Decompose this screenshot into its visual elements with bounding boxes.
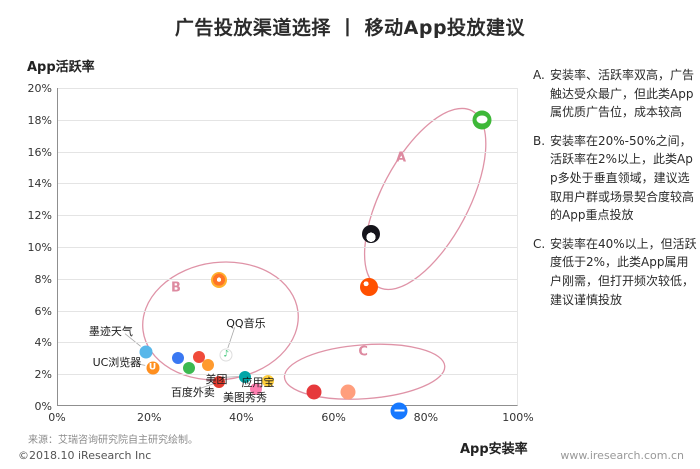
app-label: UC浏览器: [92, 356, 142, 370]
zone-ellipse-A: [363, 107, 487, 291]
copyright: ©2018.10 iResearch Inc: [18, 449, 152, 462]
app-label: 墨迹天气: [88, 324, 133, 338]
gridline: [58, 88, 517, 89]
baidu-waimai-icon: [213, 376, 226, 389]
annotation-panel: A. 安装率、活跃率双高，广告触达受众最广，但此类App属优质广告位，成本较高 B.…: [533, 66, 697, 319]
y-axis-ticks: 20% 18% 16% 14% 12% 10% 8% 6% 4% 2% 0%: [12, 82, 52, 413]
annotation-prefix: C.: [533, 236, 546, 251]
zone-label-A: A: [395, 150, 406, 166]
yingyongbao-icon: [261, 374, 274, 387]
annotation-prefix: A.: [533, 68, 545, 82]
app-red-2-icon: [306, 384, 322, 400]
y-tick-label: 2%: [34, 368, 52, 382]
gridline: [58, 151, 517, 153]
y-axis-title: App活跃率: [27, 60, 95, 75]
annotation-text: 安装率在20%-50%之间，活跃率在2%以上，此类App多处于垂直领域，建议选取…: [550, 133, 695, 223]
meituan-icon: [238, 371, 251, 384]
wechat-icon: [472, 110, 492, 130]
annotation-item-B: B. 安装率在20%-50%之间，活跃率在2%以上，此类App多处于垂直领域，建议…: [533, 132, 697, 225]
meitu-xiuxiu-icon: [250, 382, 263, 395]
y-tick-label: 4%: [34, 336, 52, 350]
label-leader-line: [124, 333, 141, 347]
app-blue-icon: [171, 352, 184, 365]
app-peach-icon: [340, 384, 356, 400]
gridline: [58, 215, 517, 217]
scatter-plot-area: A B C U ♪ 墨迹天气 UC浏览器 QQ音乐美团 应用宝百度外卖 美图秀秀: [57, 88, 518, 420]
label-leader-line: [227, 327, 236, 349]
y-tick-label: 16%: [27, 145, 52, 159]
gridline: [58, 119, 517, 121]
annotation-prefix: B.: [533, 133, 546, 148]
gridline: [58, 278, 517, 280]
y-tick-label: 8%: [34, 272, 52, 286]
label-leader-line: [197, 382, 217, 390]
x-tick-label: 20%: [136, 411, 162, 424]
website-link[interactable]: www.iresearch.com.cn: [560, 449, 684, 462]
app-orange-icon: [201, 358, 214, 371]
app-green-icon: [183, 361, 196, 374]
x-tick-label: 60%: [321, 411, 346, 424]
gridline: [58, 342, 517, 344]
y-tick-label: 6%: [34, 304, 52, 318]
app-label: 美团: [205, 373, 228, 387]
app-label: 百度外卖: [170, 385, 215, 399]
gridline: [58, 310, 517, 312]
alipay-icon: [390, 402, 408, 420]
x-tick-label: 100%: [502, 411, 534, 424]
app-label: 应用宝: [241, 376, 275, 390]
zone-label-C: C: [358, 344, 368, 360]
weibo-icon: [211, 272, 228, 289]
gridline: [58, 374, 517, 376]
zone-ellipse-C: [283, 343, 446, 400]
annotation-item-A: A. 安装率、活跃率双高，广告触达受众最广，但此类App属优质广告位，成本较高: [533, 66, 697, 122]
y-tick-label: 10%: [27, 241, 52, 254]
x-tick-label: 40%: [229, 411, 254, 424]
label-leader-line: [119, 360, 146, 366]
gridline: [58, 183, 517, 185]
page-title: 广告投放渠道选择 丨 移动App投放建议: [174, 17, 526, 39]
app-red-icon: [192, 350, 205, 363]
app-label: QQ音乐: [226, 316, 266, 330]
qq-music-icon: ♪: [219, 348, 233, 362]
uc-browser-glyph: U: [148, 362, 157, 373]
uc-browser-icon: U: [146, 361, 159, 375]
annotation-item-C: C. 安装率在40%以上，但活跃度低于2%，此类App属用户刚需，但打开频次较低，…: [533, 235, 697, 309]
qq-music-glyph: ♪: [223, 349, 230, 360]
zone-label-B: B: [171, 280, 181, 296]
y-tick-label: 12%: [27, 209, 52, 223]
x-tick-label: 80%: [413, 411, 439, 424]
y-tick-label: 20%: [27, 82, 52, 95]
qq-icon: [362, 225, 381, 244]
y-tick-label: 14%: [27, 177, 52, 191]
app-label: 美图秀秀: [223, 391, 268, 405]
gridline: [58, 247, 517, 248]
x-axis-title: App安装率: [460, 442, 528, 457]
y-tick-label: 18%: [27, 113, 52, 127]
x-axis-ticks: 0% 20% 40% 60% 80% 100%: [48, 411, 533, 427]
y-tick-label: 0%: [34, 400, 52, 413]
annotation-text: 安装率在40%以上，但活跃度低于2%，此类App属用户刚需，但打开频次较低，建议…: [550, 236, 697, 307]
source-note: 来源：艾瑞咨询研究院自主研究绘制。: [28, 435, 198, 446]
label-leader-line: [224, 376, 241, 378]
x-tick-label: 0%: [48, 411, 66, 424]
taobao-icon: [360, 277, 379, 296]
annotation-text: 安装率、活跃率双高，广告触达受众最广，但此类App属优质广告位，成本较高: [550, 68, 695, 120]
moji-weather-icon: [139, 345, 153, 359]
